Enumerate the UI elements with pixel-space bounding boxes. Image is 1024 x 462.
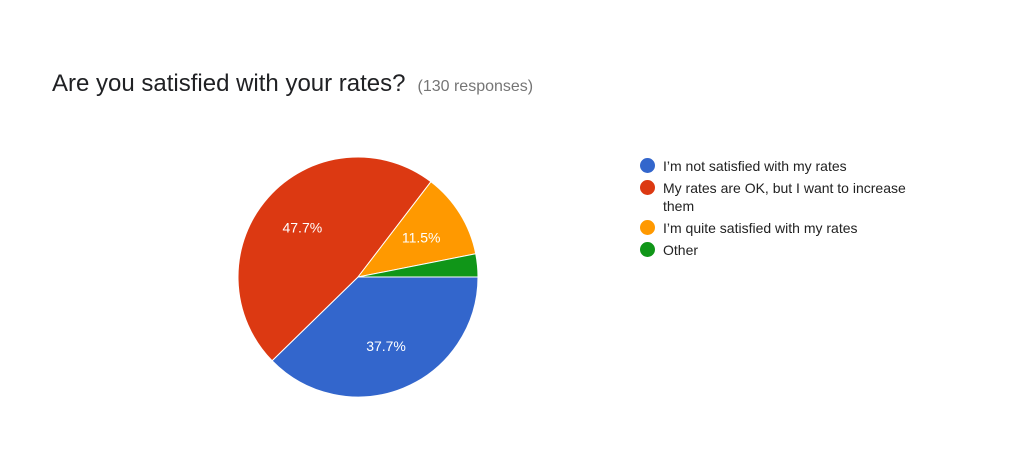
chart-title: Are you satisfied with your rates?: [52, 70, 406, 97]
pie-chart: 37.7% 47.7% 11.5%: [237, 156, 479, 398]
legend-swatch: [640, 158, 655, 173]
legend-label: I’m quite satisfied with my rates: [663, 220, 858, 236]
legend-label: I’m not satisfied with my rates: [663, 158, 847, 174]
pie-slice[interactable]: [237, 156, 432, 362]
legend-label: Other: [663, 242, 699, 258]
legend-label: My rates are OK, but I want to increase …: [663, 180, 906, 214]
legend-item-other[interactable]: Other: [640, 241, 910, 259]
legend-item-quite-satisfied[interactable]: I’m quite satisfied with my rates: [640, 219, 910, 237]
legend-swatch: [640, 180, 655, 195]
legend-item-rates-ok[interactable]: My rates are OK, but I want to increase …: [640, 179, 910, 215]
slice-percent-label: 37.7%: [366, 338, 406, 354]
legend-item-not-satisfied[interactable]: I’m not satisfied with my rates: [640, 157, 910, 175]
slice-percent-label: 11.5%: [402, 230, 441, 246]
slice-percent-label: 47.7%: [282, 220, 322, 236]
pie-slice[interactable]: [356, 181, 477, 278]
response-count: (130 responses): [417, 78, 534, 95]
chart-header: Are you satisfied with your rates? (130 …: [52, 70, 533, 98]
pie-slice[interactable]: [357, 253, 479, 278]
legend-swatch: [640, 220, 655, 235]
pie-slice[interactable]: [271, 276, 479, 398]
legend-swatch: [640, 242, 655, 257]
chart-legend: I’m not satisfied with my rates My rates…: [640, 157, 910, 263]
